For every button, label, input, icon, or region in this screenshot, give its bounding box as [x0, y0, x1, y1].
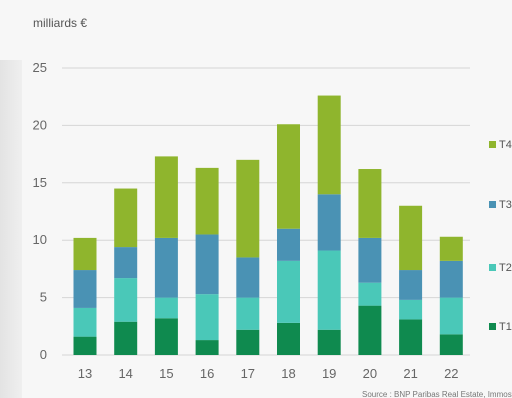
bar-segment-t4 — [236, 159, 260, 258]
y-tick-label: 20 — [33, 117, 47, 132]
bar-segment-t1 — [277, 322, 300, 355]
x-axis-ticks: 13 14 15 16 17 18 19 20 21 22 — [78, 366, 459, 381]
bar-segment-t2 — [399, 299, 423, 320]
legend-label: T2 — [499, 262, 512, 274]
bar-segment-t4 — [114, 188, 138, 248]
y-axis-ticks: 0 5 10 15 20 25 — [33, 60, 47, 362]
bar-segment-t3 — [195, 234, 219, 295]
bar-segment-t1 — [399, 319, 423, 355]
legend-label: T1 — [499, 321, 512, 333]
y-tick-label: 5 — [40, 290, 47, 305]
legend-label: T3 — [499, 199, 512, 211]
bar-segment-t2 — [277, 260, 300, 323]
bar-segment-t2 — [439, 297, 463, 335]
bar-segment-t3 — [73, 270, 97, 308]
bar-segment-t1 — [439, 334, 463, 355]
bar-segment-t2 — [195, 294, 219, 341]
y-tick-label: 0 — [40, 347, 47, 362]
x-tick-label: 17 — [241, 366, 255, 381]
y-axis-unit-label: milliards € — [33, 16, 87, 30]
bar-segment-t3 — [317, 194, 341, 251]
legend-swatch — [489, 323, 496, 330]
bar-segment-t4 — [399, 205, 423, 271]
x-tick-label: 21 — [403, 366, 417, 381]
bar-segment-t2 — [317, 250, 341, 330]
legend-swatch — [489, 264, 496, 271]
y-tick-label: 25 — [33, 60, 47, 75]
y-tick-label: 10 — [33, 232, 47, 247]
bar-segment-t4 — [195, 167, 219, 235]
x-tick-label: 18 — [281, 366, 295, 381]
bar-segment-t4 — [154, 156, 178, 238]
bars — [73, 95, 463, 355]
legend-swatch — [489, 141, 496, 148]
bar-segment-t2 — [73, 307, 97, 337]
y-tick-label: 15 — [33, 175, 47, 190]
bar-segment-t3 — [154, 237, 178, 298]
bar-segment-t1 — [236, 329, 260, 355]
x-tick-label: 20 — [363, 366, 377, 381]
bar-segment-t4 — [358, 169, 382, 238]
x-tick-label: 13 — [78, 366, 92, 381]
bar-segment-t3 — [358, 237, 382, 283]
bar-segment-t3 — [236, 257, 260, 298]
bar-segment-t4 — [317, 95, 341, 195]
x-tick-label: 14 — [118, 366, 132, 381]
bar-segment-t4 — [277, 124, 300, 229]
bar-segment-t3 — [439, 260, 463, 298]
bar-segment-t1 — [154, 318, 178, 355]
x-tick-label: 22 — [444, 366, 458, 381]
bar-segment-t2 — [236, 297, 260, 330]
bar-segment-t3 — [114, 247, 138, 279]
bar-segment-t1 — [114, 321, 138, 355]
bar-segment-t4 — [73, 237, 97, 271]
bar-segment-t3 — [277, 228, 300, 261]
left-background-shade — [0, 60, 22, 398]
legend-label: T4 — [499, 139, 512, 151]
x-tick-label: 16 — [200, 366, 214, 381]
x-tick-label: 19 — [322, 366, 336, 381]
bar-segment-t1 — [73, 336, 97, 355]
bar-segment-t2 — [154, 297, 178, 319]
legend: T1 T2 T3 T4 — [489, 139, 512, 333]
legend-swatch — [489, 201, 496, 208]
bar-segment-t1 — [317, 329, 341, 355]
bar-segment-t1 — [358, 305, 382, 355]
bar-segment-t1 — [195, 340, 219, 355]
bar-segment-t2 — [114, 278, 138, 322]
bar-segment-t2 — [358, 282, 382, 306]
source-note: Source : BNP Paribas Real Estate, Immost — [362, 390, 512, 398]
bar-segment-t4 — [439, 236, 463, 261]
bar-segment-t3 — [399, 270, 423, 300]
x-tick-label: 15 — [159, 366, 173, 381]
